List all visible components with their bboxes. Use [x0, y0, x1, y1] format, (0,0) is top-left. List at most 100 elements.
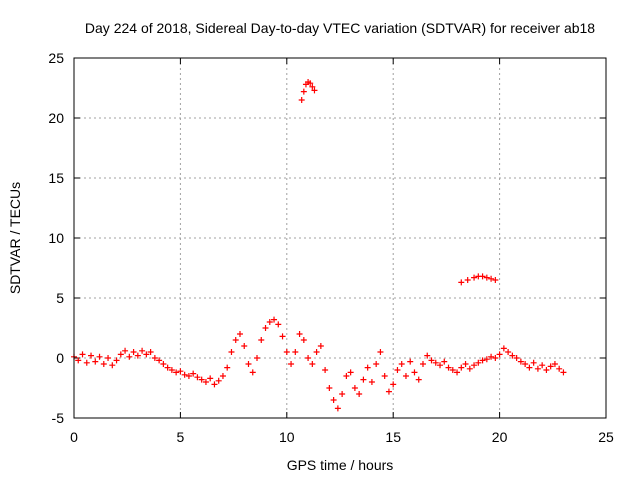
data-point — [117, 351, 124, 358]
data-point — [266, 319, 273, 325]
data-point — [347, 369, 354, 376]
data-point — [143, 351, 150, 358]
data-point — [428, 357, 435, 364]
data-point — [377, 349, 384, 355]
data-point — [462, 361, 469, 367]
y-tick-label: -5 — [52, 410, 65, 426]
data-point — [517, 358, 524, 365]
chart-title: Day 224 of 2018, Sidereal Day-to-day VTE… — [85, 20, 595, 36]
data-point — [262, 325, 269, 331]
data-point — [292, 349, 299, 355]
data-point — [551, 361, 558, 367]
data-point — [381, 373, 388, 379]
data-point — [313, 349, 320, 355]
data-point — [471, 274, 478, 281]
data-point — [298, 97, 305, 103]
data-point — [326, 385, 333, 391]
data-point — [92, 358, 99, 365]
data-point — [492, 355, 499, 361]
data-point — [464, 277, 471, 283]
data-point — [419, 361, 426, 367]
data-point — [505, 349, 512, 355]
data-point — [334, 405, 341, 412]
data-point — [160, 361, 167, 367]
y-tick-label: 25 — [48, 50, 64, 66]
data-point — [543, 367, 550, 373]
data-point — [385, 388, 392, 395]
data-point — [113, 357, 120, 364]
data-point — [305, 355, 312, 361]
data-point — [500, 345, 507, 352]
data-point — [424, 352, 431, 359]
data-point — [309, 83, 316, 90]
data-point — [300, 88, 307, 95]
data-point — [156, 357, 163, 364]
data-point — [368, 379, 375, 385]
data-point — [364, 364, 371, 371]
y-tick-label: 0 — [56, 350, 64, 366]
data-point — [471, 362, 478, 369]
data-point — [202, 379, 209, 385]
data-point — [75, 357, 82, 364]
data-point — [207, 375, 214, 382]
data-point — [458, 279, 465, 286]
data-point — [147, 349, 154, 355]
data-point — [79, 351, 86, 358]
data-point — [151, 355, 158, 361]
data-point — [215, 377, 222, 384]
data-point — [134, 352, 141, 359]
data-point — [509, 352, 516, 359]
data-point — [526, 364, 533, 371]
data-point — [271, 316, 278, 323]
y-tick-label: 5 — [56, 290, 64, 306]
data-point — [198, 376, 205, 383]
data-point — [454, 369, 461, 376]
data-point — [311, 87, 318, 94]
data-point — [245, 361, 252, 367]
data-point — [177, 368, 184, 375]
data-point — [185, 373, 192, 379]
data-point — [275, 321, 282, 328]
data-point — [390, 381, 397, 388]
data-point — [534, 365, 541, 372]
data-point — [232, 337, 239, 343]
data-point — [547, 363, 554, 370]
data-point — [83, 359, 90, 366]
data-point — [513, 355, 520, 361]
x-axis-label: GPS time / hours — [287, 457, 394, 473]
data-point — [258, 337, 265, 343]
x-tick-label: 10 — [279, 429, 295, 445]
data-point — [351, 385, 358, 391]
x-tick-label: 15 — [385, 429, 401, 445]
data-point — [492, 277, 499, 283]
x-tick-label: 5 — [177, 429, 185, 445]
data-point — [475, 359, 482, 366]
data-point — [394, 367, 401, 373]
x-tick-label: 0 — [70, 429, 78, 445]
grid-lines — [74, 58, 606, 418]
data-point — [556, 365, 563, 372]
data-point — [466, 365, 473, 372]
data-point — [411, 369, 418, 376]
data-point — [241, 343, 248, 349]
y-tick-label: 20 — [48, 110, 64, 126]
data-point — [173, 369, 180, 376]
data-point — [496, 351, 503, 358]
data-point — [249, 369, 256, 376]
data-point — [279, 333, 286, 340]
plot-frame — [73, 57, 607, 419]
data-point — [402, 373, 409, 379]
data-point — [296, 331, 303, 337]
data-point — [330, 397, 337, 403]
data-point — [100, 361, 107, 367]
data-point — [437, 362, 444, 369]
data-point — [130, 349, 137, 355]
data-point — [530, 359, 537, 366]
data-point — [488, 353, 495, 360]
data-point — [288, 361, 295, 367]
data-point — [190, 370, 197, 377]
data-point — [343, 373, 350, 379]
data-point — [560, 369, 567, 376]
data-point — [309, 361, 316, 367]
